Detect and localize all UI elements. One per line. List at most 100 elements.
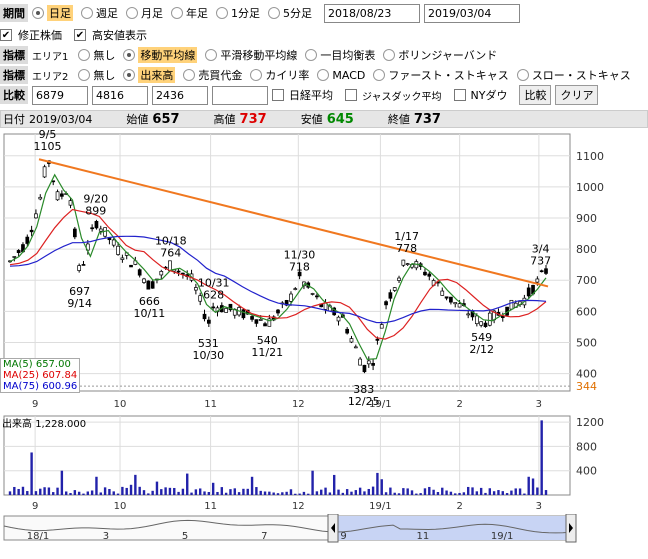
quote-header: 日付 2019/03/04 始値 657 高値 737 安値 645 終値 73…: [0, 110, 648, 128]
radio-dot[interactable]: [81, 7, 93, 19]
volume-bar: [488, 488, 492, 495]
indicator2-options: 無し 出来高 売買代金 カイリ率 MACD ファースト・ストキャス スロー・ストキャス: [78, 67, 638, 83]
radio-dot[interactable]: [78, 49, 91, 61]
ma5-value: 657.00: [35, 359, 71, 370]
nydow-checkbox[interactable]: [453, 89, 466, 101]
annotation-date: 1/17: [394, 230, 419, 243]
compare-code-4[interactable]: [212, 85, 268, 105]
navigator-label: 5: [182, 531, 188, 542]
volume-bar: [173, 487, 176, 495]
volume-bar: [242, 488, 245, 495]
adjusted-label: 修正株価: [18, 29, 62, 42]
candle-body: [539, 270, 544, 273]
candle-body: [345, 328, 350, 334]
candle-body: [526, 287, 531, 297]
annotation-date: 9/5: [39, 129, 57, 141]
candle-body: [211, 306, 216, 309]
radio-dot[interactable]: [373, 69, 386, 81]
volume-chart[interactable]: 400 800 1200 9 10 11 12 19/1 2 3: [0, 413, 648, 513]
indicator2-radio-label-3: カイリ率: [265, 69, 310, 82]
date-label: 日付: [3, 113, 25, 126]
candle-body: [12, 256, 17, 258]
volume-bar: [337, 489, 340, 495]
volume-bar: [479, 487, 483, 495]
indicator1-radio-0[interactable]: 無し: [78, 47, 115, 63]
period-radio-1[interactable]: 週足: [81, 5, 118, 21]
jasdaq-checkbox[interactable]: [345, 89, 357, 101]
compare-code-1[interactable]: [32, 85, 88, 105]
highlow-checkbox[interactable]: ✔: [74, 29, 86, 41]
compare-nydow[interactable]: NYダウ: [453, 87, 507, 103]
volume-bar: [428, 486, 431, 495]
compare-code-2[interactable]: [92, 85, 148, 105]
volume-tick-label: 1200: [576, 416, 604, 429]
indicator2-radio-5[interactable]: ファースト・ストキャス: [373, 67, 509, 83]
x-tick-label: 11: [204, 399, 217, 410]
navigator[interactable]: 18/1 3 5 7 9 11 19/1: [0, 514, 648, 556]
radio-dot[interactable]: [268, 7, 280, 19]
annotation-date: 9/20: [83, 192, 108, 205]
radio-dot[interactable]: [250, 69, 263, 81]
indicator1-radio-2[interactable]: 平滑移動平均線: [205, 47, 297, 63]
period-radio-label-3: 年足: [186, 7, 208, 20]
close-value: 737: [413, 111, 441, 127]
radio-dot[interactable]: [78, 69, 91, 81]
radio-dot[interactable]: [123, 49, 136, 61]
period-radio-3[interactable]: 年足: [171, 5, 208, 21]
indicator1-radio-1[interactable]: 移動平均線: [123, 47, 198, 63]
volume-caption: 出来高 1,228.000: [2, 415, 86, 430]
navigator-line: [3, 519, 571, 534]
annotation-date: 10/18: [155, 234, 187, 247]
compare-code-3[interactable]: [152, 85, 208, 105]
radio-dot[interactable]: [317, 69, 330, 81]
compare-button[interactable]: 比較: [519, 85, 552, 105]
annotation-value: 764: [160, 246, 181, 259]
date-from-input[interactable]: [324, 3, 420, 23]
nikkei-checkbox[interactable]: [272, 89, 284, 101]
radio-dot[interactable]: [383, 49, 396, 61]
period-radio-0[interactable]: 日足: [32, 5, 73, 21]
annotation-value: 531: [198, 337, 219, 350]
annotation-value: 899: [85, 204, 106, 217]
radio-dot[interactable]: [126, 7, 138, 19]
indicator1-radio-3[interactable]: 一目均衡表: [305, 47, 375, 63]
indicator1-radio-4[interactable]: ボリンジャーバンド: [383, 47, 497, 63]
period-radio-2[interactable]: 月足: [126, 5, 163, 21]
clear-button[interactable]: クリア: [555, 85, 599, 105]
date-to-input[interactable]: [424, 3, 520, 23]
radio-dot[interactable]: [171, 7, 183, 19]
price-chart[interactable]: 9 10 11 12 19/1 2 3 400 500 600 700 800 900 1000 1100 3…: [0, 129, 648, 414]
period-radio-5[interactable]: 5分足: [268, 5, 312, 21]
candle-body: [142, 278, 146, 283]
indicator2-radio-1[interactable]: 出来高: [123, 67, 176, 83]
radio-dot[interactable]: [516, 69, 529, 81]
open-label: 始値: [126, 113, 149, 126]
candle-body: [94, 220, 99, 229]
indicator2-radio-4[interactable]: MACD: [317, 67, 365, 83]
indicator2-radio-2[interactable]: 売買代金: [183, 67, 242, 83]
period-radio-4[interactable]: 1分足: [216, 5, 260, 21]
adjusted-checkbox[interactable]: ✔: [0, 29, 12, 41]
radio-dot[interactable]: [123, 69, 136, 81]
period-label: 期間: [0, 4, 28, 22]
compare-nikkei[interactable]: 日経平均: [272, 87, 333, 103]
period-options: 日足 週足 月足 年足 1分足 5分足: [32, 5, 320, 21]
candle-body: [457, 303, 462, 308]
volume-bar: [419, 493, 422, 495]
indicator2-radio-6[interactable]: スロー・ストキャス: [516, 67, 631, 83]
radio-dot[interactable]: [205, 49, 218, 61]
candle-body: [68, 200, 73, 206]
radio-dot[interactable]: [216, 7, 228, 19]
indicator2-radio-0[interactable]: 無し: [78, 67, 115, 83]
radio-dot[interactable]: [183, 69, 196, 81]
compare-jasdaq[interactable]: ジャスダック平均: [345, 88, 442, 103]
radio-dot[interactable]: [32, 7, 44, 19]
volume-bar: [406, 488, 409, 495]
radio-dot[interactable]: [305, 49, 318, 61]
candle-body: [176, 270, 181, 273]
volume-bar: [402, 488, 405, 495]
volume-bar: [69, 493, 72, 495]
volume-bar: [168, 487, 172, 495]
indicator2-radio-3[interactable]: カイリ率: [250, 67, 309, 83]
candle-body: [284, 300, 289, 306]
